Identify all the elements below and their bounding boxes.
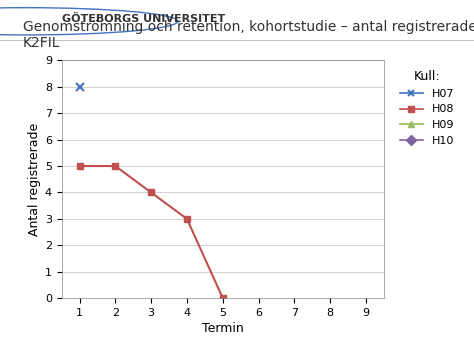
Text: GÖTEBORGS UNIVERSITET: GÖTEBORGS UNIVERSITET <box>62 14 225 24</box>
Y-axis label: Antal registrerade: Antal registrerade <box>27 122 41 236</box>
Legend: H07, H08, H09, H10: H07, H08, H09, H10 <box>396 66 458 150</box>
Text: Avdelningen för analys och utvärdering: Avdelningen för analys och utvärdering <box>9 338 161 347</box>
X-axis label: Termin: Termin <box>202 322 244 335</box>
Text: www.gu.se: www.gu.se <box>409 338 450 347</box>
Text: 2019-07-23: 2019-07-23 <box>333 338 378 347</box>
Text: Katarina Borne: Katarina Borne <box>208 338 266 347</box>
Text: Genomströmning och retention, kohortstudie – antal registrerade,
K2FIL: Genomströmning och retention, kohortstud… <box>23 20 474 50</box>
